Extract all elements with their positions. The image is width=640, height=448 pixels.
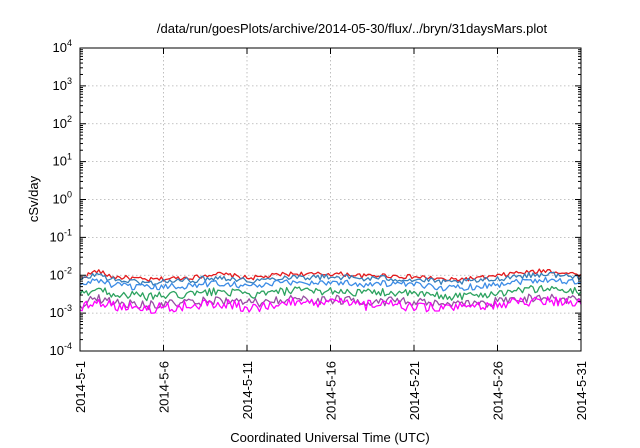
series-line — [79, 271, 582, 286]
x-tick-label: 2014-5-6 — [157, 361, 172, 413]
x-tick-label: 2014-5-21 — [407, 361, 422, 420]
y-tick-label: 103 — [53, 76, 72, 93]
x-tick-label: 2014-5-31 — [574, 361, 589, 420]
x-axis-label: Coordinated Universal Time (UTC) — [230, 430, 429, 445]
y-tick-label: 100 — [53, 190, 72, 207]
x-tick-label: 2014-5-16 — [324, 361, 339, 420]
y-axis: 10-4 10-3 10-2 10-1 100 101 102 103 104 — [50, 38, 581, 358]
y-tick-label: 10-1 — [50, 227, 72, 244]
series-lines — [79, 268, 582, 314]
y-tick-label: 10-4 — [50, 341, 72, 358]
chart-title: /data/run/goesPlots/archive/2014-05-30/f… — [157, 21, 548, 36]
y-tick-label: 102 — [53, 114, 72, 131]
x-tick-label: 2014-5-1 — [73, 361, 88, 413]
y-tick-label: 10-3 — [50, 303, 72, 320]
y-tick-label: 104 — [53, 38, 72, 55]
x-tick-label: 2014-5-11 — [240, 361, 255, 419]
y-tick-label: 10-2 — [50, 265, 72, 282]
series-line — [79, 268, 582, 282]
y-axis-label: cSv/day — [26, 175, 41, 222]
x-axis: 2014-5-1 2014-5-6 2014-5-11 2014-5-16 2014-5… — [73, 48, 589, 420]
x-tick-label: 2014-5-26 — [491, 361, 506, 420]
grid — [80, 48, 581, 351]
series-line — [79, 296, 582, 314]
y-tick-label: 101 — [53, 152, 72, 169]
series-line — [79, 284, 582, 302]
series-line — [79, 276, 582, 292]
